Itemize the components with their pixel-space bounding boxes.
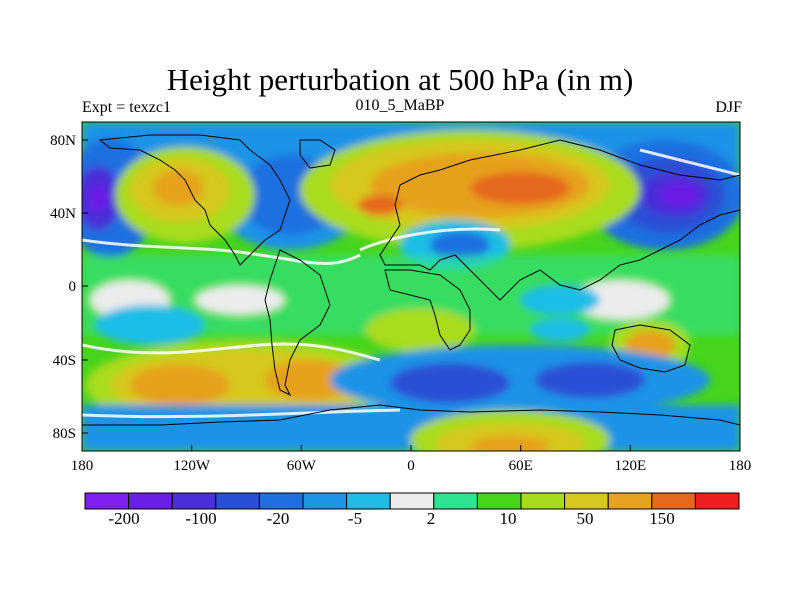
colorbar-swatch [476, 492, 522, 510]
x-tick-label: 180 [71, 458, 94, 474]
colorbar-swatch [607, 492, 653, 510]
y-tick-label: 80N [50, 133, 76, 149]
colorbar-labels: -200 -100 -20 -5 2 10 50 150 [108, 509, 674, 528]
colorbar-swatch [215, 492, 260, 510]
y-tick-label: 80S [53, 426, 76, 442]
x-tick-label: 120W [173, 458, 211, 474]
colorbar-label: 2 [427, 509, 436, 528]
colorbar-swatch [433, 492, 478, 510]
axis-ticks [81, 139, 741, 451]
colorbar [84, 492, 740, 510]
colorbar-swatch [564, 492, 609, 510]
colorbar-swatch [694, 492, 740, 510]
colorbar-label: 10 [500, 509, 517, 528]
colorbar-swatch [171, 492, 217, 510]
colorbar-swatch [651, 492, 696, 510]
period-label: 010_5_MaBP [355, 97, 445, 114]
colorbar-swatch [389, 492, 435, 510]
colorbar-label: -100 [185, 509, 216, 528]
height-field [82, 122, 740, 451]
colorbar-swatch [346, 492, 391, 510]
experiment-label: Expt = texzc1 [82, 99, 171, 116]
y-tick-label: 40S [53, 353, 76, 369]
colorbar-label: -5 [348, 509, 362, 528]
colorbar-swatch [520, 492, 566, 510]
x-tick-label: 180 [729, 458, 752, 474]
y-tick-label: 40N [50, 206, 76, 222]
season-label: DJF [715, 99, 742, 116]
y-tick-label: 0 [69, 279, 77, 295]
x-tick-label: 0 [407, 458, 415, 474]
coastlines [82, 134, 740, 426]
colorbar-label: 150 [649, 509, 675, 528]
chart-title: Height perturbation at 500 hPa (in m) [166, 62, 634, 97]
x-axis-labels: 180 120W 60W 0 60E 120E 180 [71, 458, 752, 474]
colorbar-label: -20 [267, 509, 290, 528]
colorbar-swatch [84, 492, 130, 510]
colorbar-label: 50 [577, 509, 594, 528]
y-axis-labels: 80N 40N 0 40S 80S [50, 133, 76, 442]
x-tick-label: 60E [509, 458, 533, 474]
colorbar-label: -200 [108, 509, 139, 528]
colorbar-swatch [258, 492, 304, 510]
colorbar-swatch [302, 492, 348, 510]
x-tick-label: 60W [287, 458, 317, 474]
colorbar-swatch [128, 492, 173, 510]
x-tick-label: 120E [614, 458, 646, 474]
